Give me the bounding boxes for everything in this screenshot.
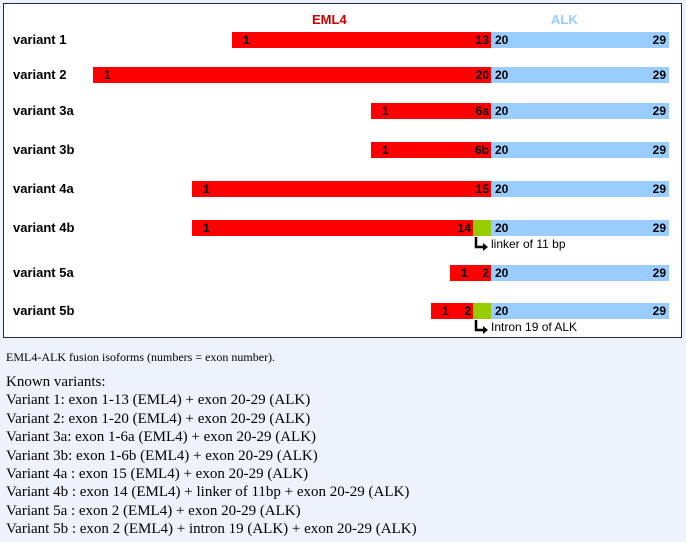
eml4-start-exon: 1	[243, 33, 250, 47]
alk-start-exon: 20	[495, 304, 509, 318]
eml4-end-exon: 14	[457, 221, 471, 235]
eml4-end-exon: 20	[475, 68, 489, 82]
insert-arrow-icon	[474, 237, 488, 251]
known-variants-list: Variant 1: exon 1-13 (EML4) + exon 20-29…	[6, 391, 417, 538]
alk-end-exon: 29	[652, 104, 666, 118]
eml4-start-exon: 1	[382, 104, 389, 118]
eml4-start-exon: 1	[382, 143, 389, 157]
eml4-start-exon: 1	[461, 266, 468, 280]
eml4-end-exon: 13	[475, 33, 489, 47]
insert-note: Intron 19 of ALK	[491, 320, 578, 334]
eml4-end-exon: 15	[475, 182, 489, 196]
variant-label: variant 1	[13, 32, 67, 47]
alk-start-exon: 20	[495, 182, 509, 196]
eml4-start-exon: 1	[203, 221, 210, 235]
known-variant-line: Variant 1: exon 1-13 (EML4) + exon 20-29…	[6, 392, 311, 409]
known-variant-line: Variant 4b : exon 14 (EML4) + linker of …	[6, 484, 410, 501]
alk-end-exon: 29	[652, 266, 666, 280]
known-variant-line: Variant 5b : exon 2 (EML4) + intron 19 (…	[6, 521, 417, 538]
eml4-start-exon: 1	[442, 304, 449, 318]
eml4-segment: 1 6a	[371, 103, 491, 119]
alk-end-exon: 29	[652, 143, 666, 157]
alk-start-exon: 20	[495, 143, 509, 157]
alk-end-exon: 29	[652, 304, 666, 318]
eml4-start-exon: 1	[104, 68, 111, 82]
insert-segment	[473, 220, 491, 236]
known-variants: Known variants: Variant 1: exon 1-13 (EM…	[6, 373, 417, 539]
fusion-diagram: EML4 ALK variant 1 1 13 20 29 variant 2 1 20 20 2…	[3, 3, 682, 338]
alk-segment: 20 29	[491, 265, 669, 281]
known-variant-line: Variant 3b: exon 1-6b (EML4) + exon 20-2…	[6, 447, 318, 464]
variant-label: variant 4b	[13, 220, 75, 235]
insert-note: linker of 11 bp	[491, 237, 566, 251]
alk-segment: 20 29	[491, 220, 669, 236]
alk-start-exon: 20	[495, 68, 509, 82]
alk-end-exon: 29	[652, 221, 666, 235]
alk-start-exon: 20	[495, 104, 509, 118]
eml4-segment: 1 13	[232, 32, 491, 48]
alk-start-exon: 20	[495, 33, 509, 47]
alk-segment: 20 29	[491, 303, 669, 319]
variant-label: variant 3a	[13, 103, 74, 118]
eml4-end-exon: 2	[482, 266, 489, 280]
known-variants-heading: Known variants:	[6, 374, 106, 390]
alk-end-exon: 29	[652, 182, 666, 196]
eml4-end-exon: 2	[464, 304, 471, 318]
variant-label: variant 3b	[13, 142, 75, 157]
known-variant-line: Variant 5a : exon 2 (EML4) + exon 20-29 …	[6, 502, 301, 519]
known-variant-line: Variant 4a : exon 15 (EML4) + exon 20-29…	[6, 466, 309, 483]
alk-start-exon: 20	[495, 221, 509, 235]
eml4-segment: 1 6b	[371, 142, 491, 158]
alk-segment: 20 29	[491, 32, 669, 48]
figure-caption: EML4-ALK fusion isoforms (numbers = exon…	[6, 350, 276, 364]
insert-segment	[473, 303, 491, 319]
alk-start-exon: 20	[495, 266, 509, 280]
known-variant-line: Variant 3a: exon 1-6a (EML4) + exon 20-2…	[6, 429, 317, 446]
eml4-segment: 1 20	[93, 67, 491, 83]
known-variant-line: Variant 2: exon 1-20 (EML4) + exon 20-29…	[6, 410, 311, 427]
alk-title: ALK	[551, 12, 578, 27]
eml4-segment: 1 15	[192, 181, 491, 197]
variant-label: variant 5a	[13, 265, 74, 280]
eml4-end-exon: 6b	[474, 143, 489, 157]
eml4-end-exon: 6a	[475, 104, 489, 118]
alk-end-exon: 29	[652, 68, 666, 82]
eml4-segment: 1 14	[192, 220, 473, 236]
alk-segment: 20 29	[491, 142, 669, 158]
variant-label: variant 4a	[13, 181, 74, 196]
insert-arrow-icon	[474, 320, 488, 334]
eml4-title: EML4	[312, 12, 347, 27]
eml4-start-exon: 1	[203, 182, 210, 196]
alk-segment: 20 29	[491, 181, 669, 197]
variant-label: variant 2	[13, 67, 67, 82]
alk-segment: 20 29	[491, 67, 669, 83]
alk-segment: 20 29	[491, 103, 669, 119]
variant-label: variant 5b	[13, 303, 75, 318]
alk-end-exon: 29	[652, 33, 666, 47]
